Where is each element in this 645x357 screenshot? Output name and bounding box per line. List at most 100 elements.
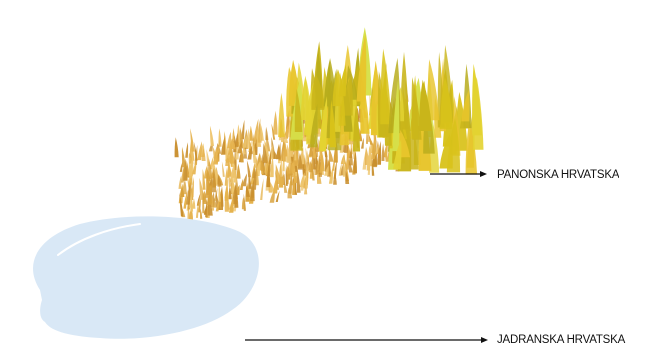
tall-grass-blade [439,133,453,169]
label-adriatic-croatia: JADRANSKA HRVATSKA [497,334,626,346]
wheat-blade [227,154,230,178]
tall-grass-blade [300,75,310,120]
wheat-blade [211,169,217,193]
wheat-blade [186,160,190,178]
wheat-blade [211,192,215,211]
tall-grass-blade [472,63,483,136]
wheat-blade [215,199,220,212]
wheat-blade [193,141,198,161]
wheat-blade [218,128,222,147]
wheat-blade [371,135,376,160]
wheat-blade [260,178,264,200]
wheat-blade [353,150,357,174]
wheat-blade [311,160,315,181]
wheat-blade [179,192,184,217]
wheat-blade [266,166,271,188]
wheat-blade [248,173,252,189]
tall-grass-blade [461,89,470,122]
wheat-blade [371,158,375,176]
wheat-blade [208,158,213,180]
wheat-blade [242,141,246,155]
tall-grass-blade [294,88,303,132]
wheat-blade [202,189,205,214]
wheat-blade [294,145,299,166]
wheat-blade [345,146,350,170]
wheat-blade [368,145,373,167]
arrow-adriatic [245,337,488,343]
tall-grass-blade [353,103,361,152]
water-puddle-icon [33,216,259,339]
wheat-blade [269,180,275,192]
tall-grass-blade [311,73,326,110]
wheat-blade [236,163,241,179]
wheat-blade [234,132,239,147]
water-puddle [33,216,259,339]
wheat-blade [232,127,235,141]
wheat-blade [297,152,303,170]
tall-grass-blade [380,48,392,125]
wheat-blade [190,128,195,152]
wheat-blade [381,143,385,161]
wheat-blade [174,137,179,158]
wheat-blade [191,177,194,198]
tall-grass-blade [318,96,328,152]
wheat-blade [247,145,253,160]
wheat-blade [304,154,307,169]
tall-grass-blade [465,119,478,175]
wheat-blade [260,159,266,171]
wheat-blade [286,144,292,163]
wheat-blade [372,152,378,168]
wheat-blade [185,142,189,158]
wheat-blade [207,183,213,205]
wheat-blade [246,128,251,149]
wheat-blade [347,157,353,173]
wheat-blade [228,185,232,200]
wheat-blade [280,154,283,177]
wheat-blade [195,200,199,218]
wheat-blade [275,190,280,202]
wheat-blade [192,160,197,175]
wheat-blade [265,160,269,176]
wheat-blade [250,179,255,198]
wheat-blade [205,199,208,218]
wheat-blade [270,156,274,178]
wheat-blade [229,197,234,213]
wheat-blade [213,145,218,165]
wheat-blade [178,175,182,189]
tall-grass-blade [392,78,400,152]
wheat-blade [179,161,183,172]
tall-grass-blade [427,59,440,121]
wheat-blade [239,178,244,190]
wheat-blade [190,191,194,212]
wheat-blade [202,168,206,190]
wheat-blade [234,184,239,208]
wheat-blade [220,186,224,207]
tall-grass-blade [419,79,432,131]
wheat-blade [374,144,379,156]
wheat-blade [340,153,346,165]
wheat-blade [300,177,304,191]
wheat-blade [296,169,301,193]
wheat-blade [272,175,278,194]
tall-grass-blade [329,99,337,148]
wheat-blade [314,146,318,165]
wheat-blade [349,147,353,159]
tall-grass-blade [309,103,318,148]
wheat-blade [200,207,203,219]
wheat-blade [278,141,281,160]
tall-grass-blade [338,64,347,97]
wheat-blade [265,126,269,141]
wheat-blade [333,173,337,185]
wheat-blade [333,159,337,179]
wheat-blade [291,173,296,195]
wheat-blade [197,141,202,161]
wheat-blade [231,138,236,150]
wheat-blade [324,165,329,176]
wheat-blade [192,198,196,209]
wheat-blade [368,134,373,145]
water-highlight [57,223,141,256]
wheat-blade [237,141,243,154]
wheat-blade [246,160,251,178]
arrow-pannonian [430,171,487,177]
